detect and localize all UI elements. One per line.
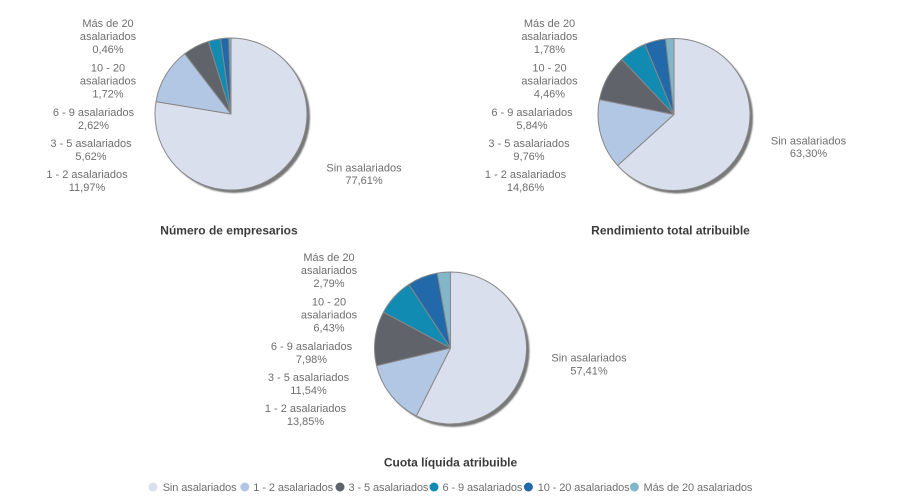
svg-text:7,98%: 7,98% (296, 354, 327, 366)
svg-text:asalariados: asalariados (521, 76, 578, 88)
svg-text:Más de 20: Más de 20 (303, 252, 354, 264)
svg-text:1 - 2 asalariados: 1 - 2 asalariados (253, 482, 333, 494)
svg-text:0,46%: 0,46% (92, 44, 123, 56)
svg-text:10 - 20: 10 - 20 (532, 63, 566, 75)
svg-text:10 - 20: 10 - 20 (312, 297, 346, 309)
svg-text:2,62%: 2,62% (78, 120, 109, 132)
svg-text:77,61%: 77,61% (345, 175, 383, 187)
svg-text:Más de 20: Más de 20 (524, 18, 575, 30)
svg-text:11,97%: 11,97% (69, 182, 106, 194)
svg-text:11,54%: 11,54% (290, 385, 327, 397)
svg-text:14,86%: 14,86% (507, 182, 545, 194)
svg-text:1 - 2 asalariados: 1 - 2 asalariados (485, 169, 567, 181)
svg-text:asalariados: asalariados (301, 310, 358, 322)
svg-text:3 - 5 asalariados: 3 - 5 asalariados (349, 482, 429, 494)
svg-text:6 - 9 asalariados: 6 - 9 asalariados (491, 107, 573, 119)
svg-text:6 - 9 asalariados: 6 - 9 asalariados (271, 341, 353, 353)
svg-text:6 - 9 asalariados: 6 - 9 asalariados (443, 482, 523, 494)
svg-text:10 - 20 asalariados: 10 - 20 asalariados (538, 482, 630, 494)
svg-text:2,79%: 2,79% (313, 278, 344, 290)
svg-text:asalariados: asalariados (521, 31, 578, 43)
svg-text:9,76%: 9,76% (513, 151, 544, 163)
svg-text:1,78%: 1,78% (534, 44, 565, 56)
svg-text:Sin asalariados: Sin asalariados (771, 136, 847, 148)
svg-text:Sin asalariados: Sin asalariados (326, 163, 402, 175)
svg-text:6,43%: 6,43% (313, 323, 344, 335)
svg-text:Sin asalariados: Sin asalariados (163, 482, 237, 494)
svg-text:4,46%: 4,46% (534, 89, 565, 101)
svg-text:13,85%: 13,85% (287, 416, 325, 428)
svg-text:Rendimiento total atribuible: Rendimiento total atribuible (591, 224, 750, 238)
svg-text:asalariados: asalariados (80, 76, 137, 88)
svg-text:1 - 2 asalariados: 1 - 2 asalariados (46, 169, 128, 181)
svg-text:63,30%: 63,30% (790, 148, 828, 160)
svg-text:3 - 5 asalariados: 3 - 5 asalariados (268, 372, 350, 384)
svg-text:1 - 2 asalariados: 1 - 2 asalariados (265, 403, 347, 415)
svg-text:6 - 9 asalariados: 6 - 9 asalariados (53, 107, 135, 119)
svg-text:Sin asalariados: Sin asalariados (551, 353, 627, 365)
svg-text:Más de 20: Más de 20 (82, 18, 133, 30)
svg-text:Más de 20 asalariados: Más de 20 asalariados (644, 482, 753, 494)
svg-text:10 - 20: 10 - 20 (91, 63, 125, 75)
svg-text:Cuota líquida atribuible: Cuota líquida atribuible (384, 456, 518, 470)
svg-text:3 - 5 asalariados: 3 - 5 asalariados (50, 138, 132, 150)
svg-text:1,72%: 1,72% (92, 89, 123, 101)
svg-text:3 - 5 asalariados: 3 - 5 asalariados (488, 138, 570, 150)
svg-text:asalariados: asalariados (80, 31, 137, 43)
svg-text:asalariados: asalariados (301, 265, 358, 277)
svg-text:57,41%: 57,41% (570, 366, 608, 378)
svg-text:Número de empresarios: Número de empresarios (160, 224, 298, 238)
svg-text:5,84%: 5,84% (516, 120, 547, 132)
svg-text:5,62%: 5,62% (75, 151, 106, 163)
